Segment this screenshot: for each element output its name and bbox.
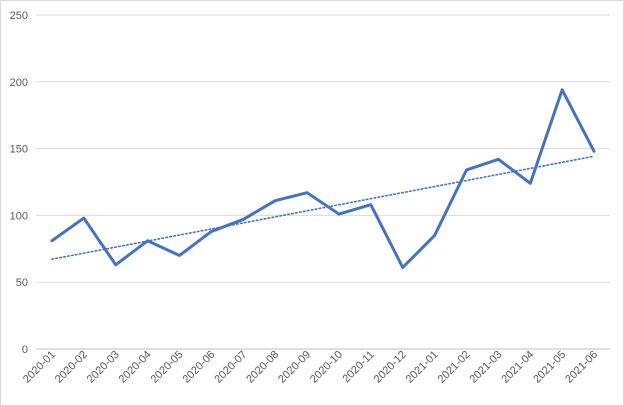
x-tick-label: 2021-03: [467, 349, 504, 386]
x-tick-label: 2021-06: [563, 349, 600, 386]
x-tick-label: 2020-10: [308, 349, 345, 386]
gridlines: [36, 14, 610, 350]
data-point: [432, 233, 437, 238]
data-point: [177, 253, 182, 258]
data-point: [305, 190, 310, 195]
x-tick-label: 2020-02: [53, 349, 90, 386]
y-tick-label: 200: [10, 77, 28, 89]
y-tick-label: 150: [10, 144, 28, 156]
y-tick-label: 100: [10, 210, 28, 222]
data-point: [592, 149, 597, 154]
data-point: [81, 216, 86, 221]
series-line: [50, 88, 596, 269]
trendline: [51, 155, 595, 261]
x-tick-label: 2020-06: [180, 349, 217, 386]
x-tick-label: 2021-01: [404, 349, 441, 386]
x-tick-label: 2021-02: [436, 349, 473, 386]
x-tick-label: 2020-04: [117, 349, 154, 386]
data-point: [496, 157, 501, 162]
x-tick-label: 2021-04: [499, 349, 536, 386]
x-axis-tick-labels: 2020-012020-022020-032020-042020-052020-…: [21, 349, 600, 386]
x-tick-label: 2020-11: [340, 349, 376, 385]
y-tick-label: 0: [22, 344, 28, 356]
x-tick-label: 2020-08: [244, 349, 281, 386]
y-tick-label: 250: [10, 10, 28, 22]
y-tick-label: 50: [16, 277, 28, 289]
data-point: [336, 212, 341, 217]
x-tick-label: 2020-07: [212, 349, 249, 386]
x-tick-label: 2020-09: [276, 349, 313, 386]
data-point: [273, 198, 278, 203]
x-tick-label: 2020-03: [85, 349, 122, 386]
x-tick-label: 2021-05: [531, 349, 568, 386]
data-point: [209, 229, 214, 234]
data-point: [560, 87, 565, 92]
data-point: [400, 265, 405, 270]
data-point: [241, 217, 246, 222]
data-point: [49, 238, 54, 243]
data-point: [528, 181, 533, 186]
trendline-line: [51, 155, 595, 261]
x-tick-label: 2020-12: [372, 349, 409, 386]
y-axis-tick-labels: 0 50 100 150 200 250: [10, 10, 28, 356]
data-point: [368, 202, 373, 207]
data-point: [113, 262, 118, 267]
data-point: [464, 167, 469, 172]
x-tick-label: 2020-05: [149, 349, 186, 386]
data-point: [145, 238, 150, 243]
series-lines: [49, 87, 597, 270]
